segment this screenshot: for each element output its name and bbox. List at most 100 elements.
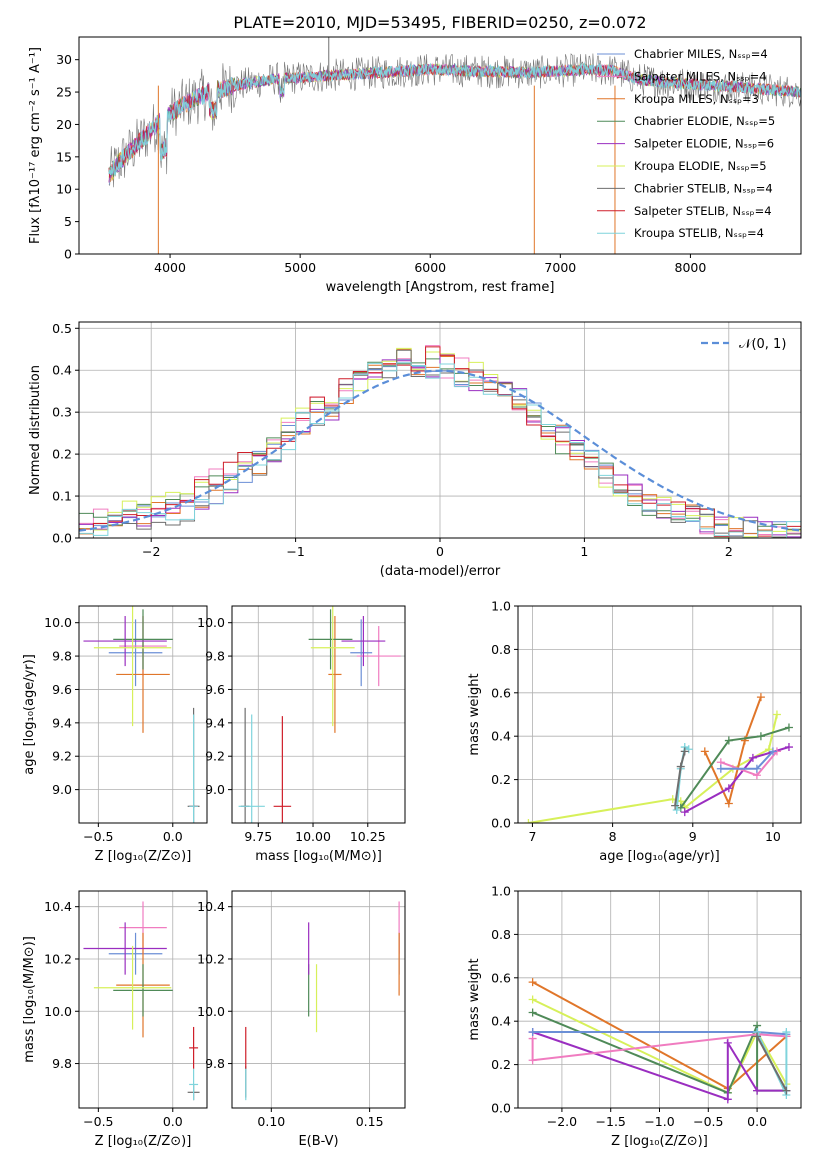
y-tick-label: 0.4 [491,729,511,744]
y-tick-label: 0.6 [491,685,511,700]
y-tick-label: 0 [64,247,72,262]
weight-series-chab_elodie [679,726,790,809]
y-tick-label: 0.0 [52,531,72,546]
weight-marker-salp_elodie [723,1038,732,1047]
weight-marker-krou_miles [756,693,765,702]
y-tick-label: 0.2 [491,772,511,787]
y-tick-label: 0.4 [491,1014,511,1029]
y-tick-label: 0.0 [491,816,511,831]
weight-series-chab_stelib [674,751,686,806]
legend-label-krou_miles: Kroupa MILES, Nₛₛₚ=3 [634,92,759,106]
x-tick-label: −0.5 [83,1114,113,1129]
charts-root: 4000 5000 6000 7000 8000051015202530waveleng… [22,36,802,1149]
errorbars [245,901,400,1101]
y-tick-label: 0.2 [52,447,72,462]
weight-marker-salp_elodie [723,1095,732,1104]
weight-marker-chab_elodie [756,732,765,741]
x-tick-label: 8000 [675,260,707,275]
y-tick-label: 9.8 [52,649,72,664]
x-tick-label: 0.10 [257,1114,285,1129]
axes-frame [78,605,208,824]
x-axis-label: E(B-V) [298,1134,338,1149]
x-tick-label: 0.0 [747,1114,767,1129]
y-axis-label: Flux [fλ10⁻¹⁷ erg cm⁻² s⁻¹ A⁻¹] [28,47,43,244]
chart-z_vs_mass: −0.5 0.0 9.8 10.0 10.2 10.4 Z [log₁₀(Z/Z⊙)] mas… [22,890,208,1149]
x-tick-label: 10.00 [295,829,331,844]
y-tick-label: 9.4 [205,715,225,730]
x-tick-label: 0.0 [163,829,183,844]
x-tick-label: 0 [436,544,444,559]
weight-series-salp_miles [531,1033,787,1062]
legend-label-salp_miles: Salpeter MILES, Nₛₛₚ=4 [634,69,767,83]
x-tick-label: 7000 [544,260,576,275]
x-axis-label: Z [log₁₀(Z/Z⊙)] [95,849,192,864]
x-tick-label: 6000 [414,260,446,275]
y-tick-label: 9.0 [52,782,72,797]
weight-marker-chab_stelib [671,801,680,810]
y-tick-label: 9.6 [205,682,225,697]
normal-curve [79,369,801,532]
weight-marker-krou_elodie [524,819,533,823]
x-tick-label: −1.5 [596,1114,626,1129]
x-tick-label: −2 [142,544,160,559]
weight-marker-salp_elodie [748,753,757,762]
legend-label-krou_elodie: Kroupa ELODIE, Nₛₛₚ=5 [634,159,767,173]
axes-frame [517,890,802,1109]
y-tick-label: 9.4 [52,715,72,730]
y-tick-label: 9.0 [205,782,225,797]
y-tick-label: 0.0 [491,1101,511,1116]
weight-marker-krou_miles [528,978,537,987]
errorbars [83,606,200,823]
x-tick-label: −1 [286,544,304,559]
weight-marker-krou_stelib [684,745,693,754]
y-tick-label: 1.0 [491,884,511,899]
x-tick-label: 9 [689,829,697,844]
y-tick-label: 9.6 [52,682,72,697]
y-tick-label: 9.8 [205,1056,225,1071]
axes-frame [78,890,208,1109]
y-tick-label: 0.2 [491,1057,511,1072]
chart-residuals: −2 −1 0 1 2 0.0 0.1 0.2 0.3 0.4 0.5 (data-model)/er… [28,321,802,579]
y-axis-label: mass weight [467,958,482,1040]
x-axis-label: (data-model)/error [380,564,501,579]
y-tick-label: 30 [56,52,72,67]
y-tick-label: 0.8 [491,927,511,942]
y-tick-label: 0.8 [491,642,511,657]
histograms [79,345,801,538]
weight-series-krou_elodie [532,998,788,1095]
chart-z_vs_age: −0.5 0.0 9.0 9.2 9.4 9.6 9.8 10.0 Z [log₁₀(Z/Z⊙)… [22,605,208,864]
x-tick-label: 8 [609,829,617,844]
y-tick-label: 10.2 [44,951,72,966]
legend-label-normal: 𝒩(0, 1) [739,337,786,352]
x-axis-label: Z [log₁₀(Z/Z⊙)] [95,1134,192,1149]
histogram-krou_stelib [79,362,801,538]
weight-marker-krou_elodie [528,995,537,1004]
legend: Chabrier MILES, Nₛₛₚ=4 Salpeter MILES, Nₛ… [597,47,775,240]
y-tick-label: 1.0 [491,599,511,614]
weight-marker-krou_miles [724,799,733,808]
legend-label-salp_stelib: Salpeter STELIB, Nₛₛₚ=4 [634,204,772,218]
x-tick-label: −1.0 [644,1114,674,1129]
weight-marker-chab_miles [752,764,761,773]
y-tick-label: 20 [56,117,72,132]
y-axis-label: mass [log₁₀(M/M⊙)] [22,936,37,1063]
x-tick-label: 4000 [154,260,186,275]
x-axis-label: mass [log₁₀(M/M⊙)] [255,849,382,864]
errorbars [238,606,401,823]
weight-marker-salp_elodie [784,743,793,752]
y-tick-label: 5 [64,214,72,229]
weight-marker-chab_stelib [753,1032,762,1041]
weight-marker-krou_stelib [672,805,681,814]
figure-title: PLATE=2010, MJD=53495, FIBERID=0250, z=0… [233,13,646,32]
weight-marker-salp_elodie [753,1086,762,1095]
weight-marker-salp_miles [528,1056,537,1065]
weight-marker-krou_stelib [782,1028,791,1037]
y-tick-label: 10.4 [44,899,72,914]
y-tick-label: 10.2 [197,951,225,966]
x-tick-label: 5000 [284,260,316,275]
weight-marker-salp_elodie [724,784,733,793]
chart-mass_vs_age: 9.75 10.00 10.25 9.0 9.2 9.4 9.6 9.8 10.0 mass [l… [197,605,406,864]
legend-label-chab_elodie: Chabrier ELODIE, Nₛₛₚ=5 [634,114,775,128]
y-tick-label: 0.6 [491,970,511,985]
